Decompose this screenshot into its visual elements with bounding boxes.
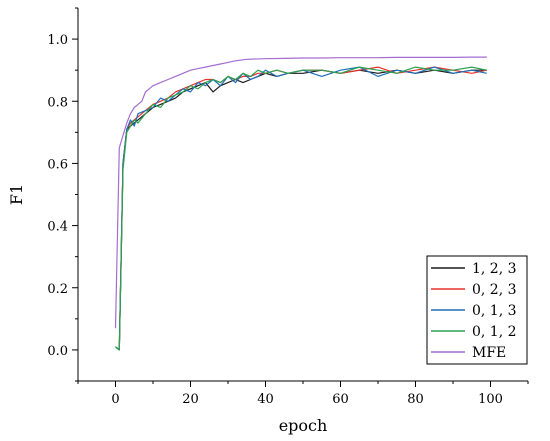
y-tick-label: 0.0 [47,344,68,359]
legend-label: 0, 1, 2 [472,324,517,340]
y-tick-label: 0.2 [47,282,68,297]
y-tick-label: 0.6 [47,157,68,172]
legend-label: MFE [472,345,506,361]
x-tick-label: 20 [182,392,199,407]
x-axis-title: epoch [279,416,328,435]
ticks: 0 20 40 60 80 100 0.0 0.2 0.4 0.6 0.8 1.0 [47,7,529,407]
x-tick-label: 40 [257,392,274,407]
x-tick-label: 0 [111,392,119,407]
series-line-5 [114,56,487,329]
legend-label: 0, 2, 3 [472,282,517,298]
series-line-1 [115,69,487,351]
legend-label: 1, 2, 3 [472,261,517,277]
y-tick-label: 0.4 [47,220,68,235]
y-tick-label: 0.8 [47,95,68,110]
legend-label: 0, 1, 3 [472,303,517,319]
y-tick-label: 1.0 [47,33,68,48]
x-tick-label: 100 [478,392,503,407]
series-line-4 [115,66,487,351]
x-tick-label: 80 [407,392,424,407]
x-tick-label: 60 [332,392,349,407]
series-layer [114,56,487,351]
legend: 1, 2, 3 0, 2, 3 0, 1, 3 0, 1, 2 MFE [426,255,528,365]
y-axis-title: F1 [7,184,26,205]
